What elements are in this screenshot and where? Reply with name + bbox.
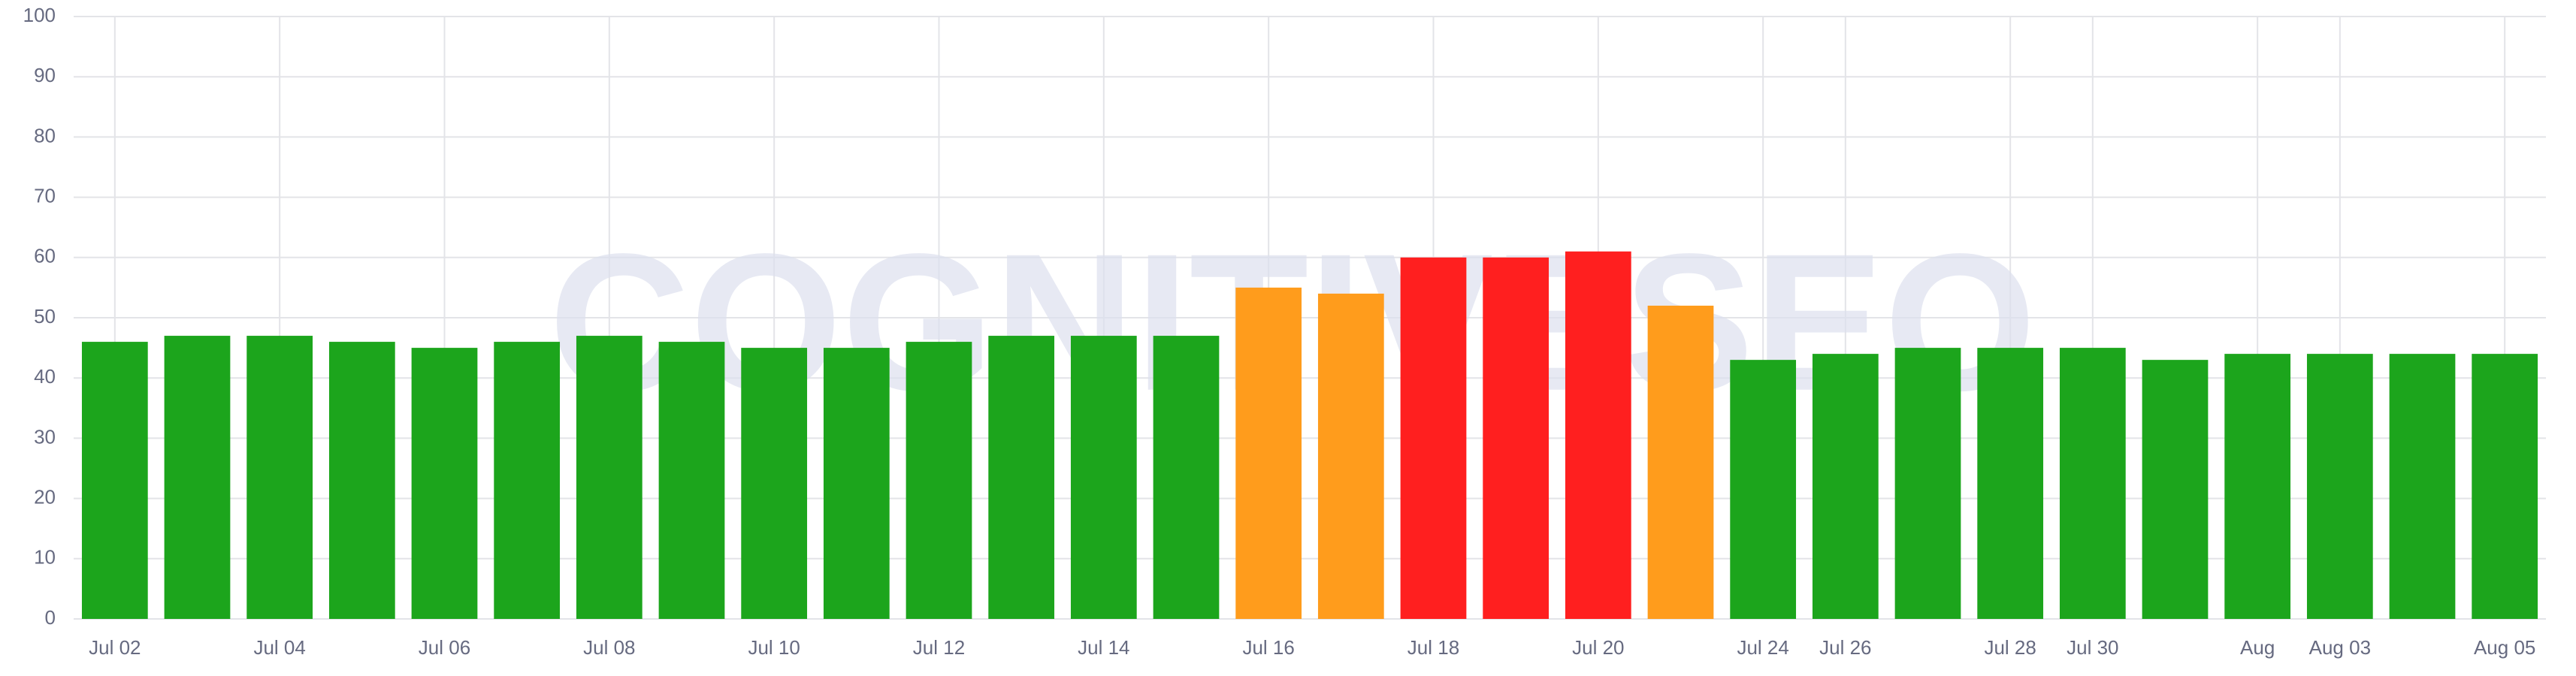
x-tick-label: Jul 10 <box>748 636 800 659</box>
y-tick-label: 30 <box>34 425 56 448</box>
bar <box>576 336 642 619</box>
bar <box>1730 360 1797 619</box>
bar <box>823 348 890 619</box>
x-tick-label: Jul 08 <box>583 636 635 659</box>
x-tick-label: Aug 05 <box>2474 636 2535 659</box>
x-tick-label: Jul 02 <box>89 636 141 659</box>
bar <box>1153 336 1220 619</box>
x-tick-label: Jul 28 <box>1984 636 2036 659</box>
bar <box>164 336 231 619</box>
bar <box>1812 354 1879 619</box>
x-tick-label: Aug 03 <box>2309 636 2371 659</box>
x-tick-label: Jul 18 <box>1407 636 1459 659</box>
y-tick-label: 0 <box>45 606 56 629</box>
bar <box>1235 287 1302 619</box>
bar <box>411 348 478 619</box>
bar <box>328 342 395 619</box>
bar <box>741 348 808 619</box>
x-tick-label: Jul 14 <box>1078 636 1129 659</box>
y-tick-label: 100 <box>23 4 56 26</box>
bar <box>1317 293 1384 619</box>
bar <box>2306 354 2373 619</box>
bar <box>1977 348 2044 619</box>
bar <box>2224 354 2291 619</box>
bar <box>988 336 1055 619</box>
x-tick-label: Jul 20 <box>1572 636 1624 659</box>
y-tick-label: 10 <box>34 546 56 569</box>
bar <box>1565 251 1631 619</box>
bar <box>906 342 972 619</box>
y-tick-label: 60 <box>34 245 56 267</box>
bar <box>1647 305 1714 619</box>
x-tick-label: Jul 16 <box>1242 636 1294 659</box>
bar <box>1483 257 1550 619</box>
bar <box>658 342 725 619</box>
y-tick-label: 90 <box>34 64 56 86</box>
y-tick-label: 50 <box>34 305 56 327</box>
x-tick-label: Jul 30 <box>2067 636 2118 659</box>
x-tick-label: Aug <box>2240 636 2275 659</box>
bar <box>1400 257 1467 619</box>
bar <box>1894 348 1961 619</box>
y-tick-label: 80 <box>34 124 56 146</box>
x-tick-label: Jul 06 <box>419 636 470 659</box>
bar <box>2059 348 2126 619</box>
bar <box>1070 336 1137 619</box>
x-tick-label: Jul 24 <box>1737 636 1788 659</box>
bar <box>81 342 148 619</box>
bar <box>2472 354 2538 619</box>
y-tick-label: 70 <box>34 184 56 207</box>
y-tick-label: 40 <box>34 365 56 388</box>
x-tick-label: Jul 04 <box>253 636 305 659</box>
bar <box>2142 360 2209 619</box>
y-tick-label: 20 <box>34 485 56 508</box>
bar <box>246 336 313 619</box>
bar <box>2389 354 2456 619</box>
bars <box>81 251 2538 619</box>
bar <box>494 342 561 619</box>
x-tick-label: Jul 12 <box>913 636 965 659</box>
x-tick-label: Jul 26 <box>1819 636 1871 659</box>
